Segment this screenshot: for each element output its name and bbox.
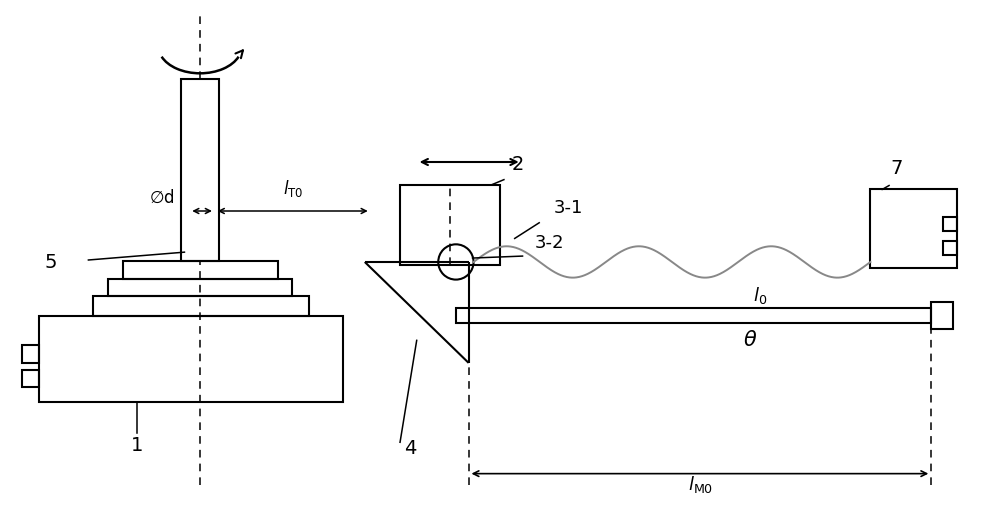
Bar [39,316,343,402]
Text: 4: 4 [404,439,416,458]
Text: $\varnothing$d: $\varnothing$d [149,189,175,207]
Text: $l_{\mathrm{M0}}$: $l_{\mathrm{M0}}$ [688,474,713,495]
Text: $l_0$: $l_0$ [753,285,767,306]
Bar [870,189,957,268]
Bar [93,296,309,316]
Bar [22,370,39,387]
Text: 3-1: 3-1 [554,199,583,217]
Text: 7: 7 [891,159,903,178]
Bar [931,302,953,329]
Bar [456,308,931,323]
Text: $\theta$: $\theta$ [743,330,757,350]
Bar [123,261,278,279]
Bar [108,279,292,296]
Text: 2: 2 [511,155,524,174]
Text: $l_{\mathrm{T0}}$: $l_{\mathrm{T0}}$ [283,178,303,199]
Bar [400,185,500,265]
Bar [943,241,957,255]
Text: 5: 5 [45,253,57,272]
Bar [181,79,219,261]
Bar [22,345,39,363]
Bar [943,217,957,230]
Text: 3-2: 3-2 [534,234,564,252]
Text: 1: 1 [131,436,144,455]
